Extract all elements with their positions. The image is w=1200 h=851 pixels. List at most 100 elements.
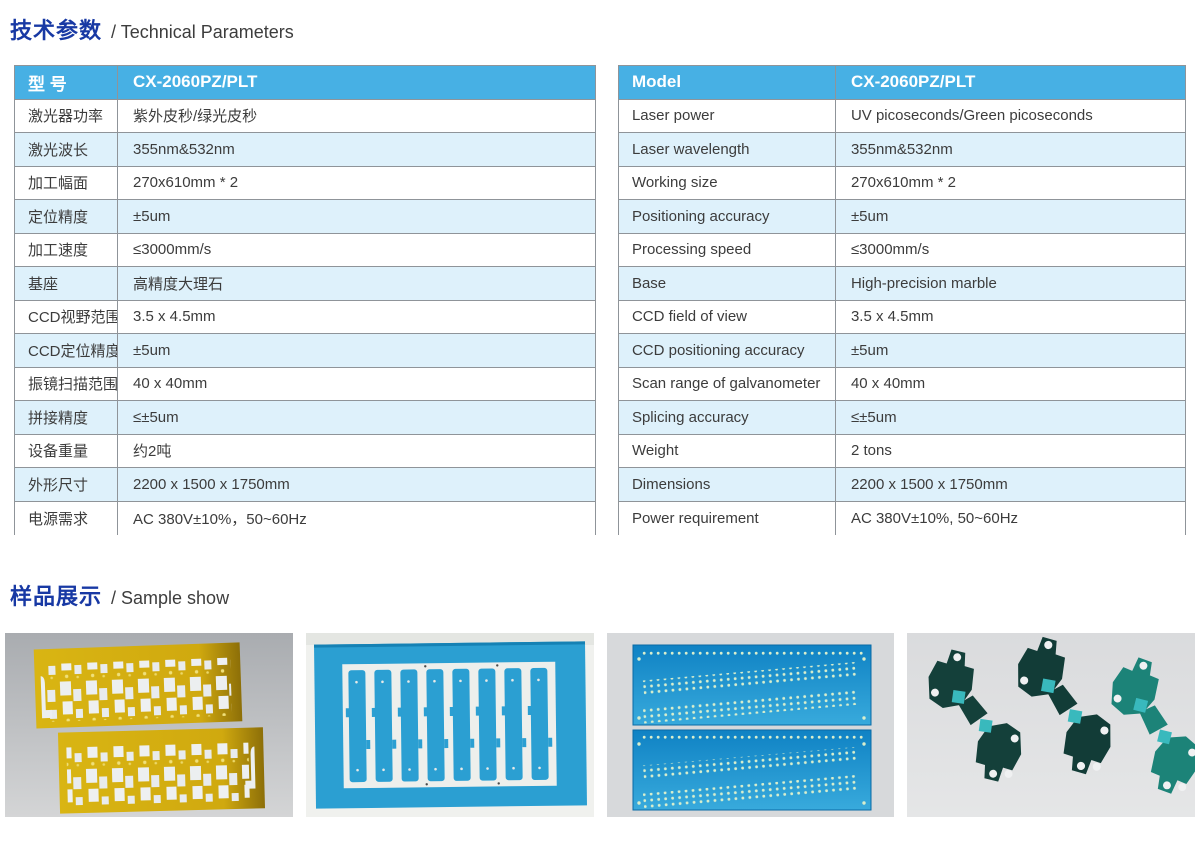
param-value: ≤±5um — [834, 400, 1187, 435]
param-label: 激光器功率 — [14, 98, 118, 133]
table-row: Working size 270x610mm * 2 — [617, 165, 1187, 200]
table-row: 基座 高精度大理石 — [14, 266, 596, 301]
table-header-row: 型 号 CX-2060PZ/PLT — [14, 65, 596, 100]
param-label: Scan range of galvanometer — [617, 366, 836, 401]
tech-heading-zh: 技术参数 — [10, 18, 103, 43]
param-label: CCD定位精度 — [14, 333, 118, 368]
table-row: 激光波长 355nm&532nm — [14, 132, 596, 167]
table-row: CCD视野范围 3.5 x 4.5mm — [14, 299, 596, 334]
param-label: 拼接精度 — [14, 400, 118, 435]
model-header-label: Model — [617, 65, 836, 100]
table-row: 电源需求 AC 380V±10%，50~60Hz — [14, 500, 596, 535]
table-row: Scan range of galvanometer 40 x 40mm — [617, 366, 1187, 401]
param-value: 紫外皮秒/绿光皮秒 — [117, 98, 596, 133]
model-header-value: CX-2060PZ/PLT — [117, 65, 596, 100]
param-value: 355nm&532nm — [834, 132, 1187, 167]
yellow-flex-strips-image — [5, 632, 293, 817]
tech-parameters-heading: 技术参数 / Technical Parameters — [0, 13, 1200, 45]
table-row: Positioning accuracy ±5um — [617, 199, 1187, 234]
table-row: Laser wavelength 355nm&532nm — [617, 132, 1187, 167]
param-label: Laser power — [617, 98, 836, 133]
spec-table-english: Model CX-2060PZ/PLT Laser power UV picose… — [617, 65, 1187, 535]
param-value: 40 x 40mm — [117, 366, 596, 401]
table-row: 设备重量 约2吨 — [14, 433, 596, 468]
param-label: Dimensions — [617, 467, 836, 502]
table-row: Weight 2 tons — [617, 433, 1187, 468]
sample-photo-blue-drilled-panels — [606, 632, 895, 817]
table-row: 定位精度 ±5um — [14, 199, 596, 234]
table-row: CCD field of view 3.5 x 4.5mm — [617, 299, 1187, 334]
table-row: 拼接精度 ≤±5um — [14, 400, 596, 435]
table-row: 振镜扫描范围 40 x 40mm — [14, 366, 596, 401]
table-row: 外形尺寸 2200 x 1500 x 1750mm — [14, 467, 596, 502]
sample-photo-blue-panel-cutouts — [305, 632, 594, 817]
param-label: Weight — [617, 433, 836, 468]
table-row: Laser power UV picoseconds/Green picoseco… — [617, 98, 1187, 133]
param-label: Processing speed — [617, 232, 836, 267]
table-row: 加工速度 ≤3000mm/s — [14, 232, 596, 267]
param-label: Laser wavelength — [617, 132, 836, 167]
param-value: ≤±5um — [117, 400, 596, 435]
table-row: 加工幅面 270x610mm * 2 — [14, 165, 596, 200]
param-label: 定位精度 — [14, 199, 118, 234]
table-row: Splicing accuracy ≤±5um — [617, 400, 1187, 435]
model-header-label: 型 号 — [14, 65, 118, 100]
param-label: 加工幅面 — [14, 165, 118, 200]
param-value: UV picoseconds/Green picoseconds — [834, 98, 1187, 133]
param-label: 基座 — [14, 266, 118, 301]
param-label: CCD视野范围 — [14, 299, 118, 334]
param-label: 激光波长 — [14, 132, 118, 167]
sample-gallery — [0, 632, 1200, 817]
spec-tables: 型 号 CX-2060PZ/PLT 激光器功率 紫外皮秒/绿光皮秒 激光波长 355n… — [0, 65, 1200, 535]
param-label: CCD field of view — [617, 299, 836, 334]
param-label: CCD positioning accuracy — [617, 333, 836, 368]
param-value: 3.5 x 4.5mm — [834, 299, 1187, 334]
table-header-row: Model CX-2060PZ/PLT — [617, 65, 1187, 100]
param-value: 2200 x 1500 x 1750mm — [834, 467, 1187, 502]
param-value: 40 x 40mm — [834, 366, 1187, 401]
param-value: 约2吨 — [117, 433, 596, 468]
param-value: AC 380V±10%, 50~60Hz — [834, 500, 1187, 535]
param-value: ±5um — [117, 199, 596, 234]
param-label: Working size — [617, 165, 836, 200]
param-value: ≤3000mm/s — [834, 232, 1187, 267]
table-row: Processing speed ≤3000mm/s — [617, 232, 1187, 267]
param-value: 270x610mm * 2 — [117, 165, 596, 200]
param-value: 270x610mm * 2 — [834, 165, 1187, 200]
param-label: Base — [617, 266, 836, 301]
param-label: 加工速度 — [14, 232, 118, 267]
param-value: 2200 x 1500 x 1750mm — [117, 467, 596, 502]
param-value: 3.5 x 4.5mm — [117, 299, 596, 334]
param-value: ±5um — [834, 333, 1187, 368]
sample-show-heading: 样品展示 / Sample show — [0, 579, 1200, 611]
param-value: 355nm&532nm — [117, 132, 596, 167]
sample-photo-dark-teal-shapes — [907, 632, 1195, 817]
table-row: 激光器功率 紫外皮秒/绿光皮秒 — [14, 98, 596, 133]
param-label: 外形尺寸 — [14, 467, 118, 502]
param-value: High-precision marble — [834, 266, 1187, 301]
table-row: Power requirement AC 380V±10%, 50~60Hz — [617, 500, 1187, 535]
param-value: 高精度大理石 — [117, 266, 596, 301]
sample-heading-zh: 样品展示 — [10, 583, 103, 609]
param-label: Positioning accuracy — [617, 199, 836, 234]
param-value: ±5um — [117, 333, 596, 368]
spec-table-chinese: 型 号 CX-2060PZ/PLT 激光器功率 紫外皮秒/绿光皮秒 激光波长 355n… — [14, 65, 596, 535]
tech-heading-en: / Technical Parameters — [111, 22, 294, 42]
param-value: AC 380V±10%，50~60Hz — [117, 500, 596, 535]
param-label: Power requirement — [617, 500, 836, 535]
table-row: CCD定位精度 ±5um — [14, 333, 596, 368]
param-label: Splicing accuracy — [617, 400, 836, 435]
table-row: Base High-precision marble — [617, 266, 1187, 301]
sample-heading-en: / Sample show — [111, 587, 230, 608]
param-label: 电源需求 — [14, 500, 118, 535]
param-value: 2 tons — [834, 433, 1187, 468]
dark-teal-shapes-image — [907, 632, 1195, 817]
param-value: ±5um — [834, 199, 1187, 234]
blue-drilled-panels-image — [606, 632, 895, 817]
param-label: 设备重量 — [14, 433, 118, 468]
param-value: ≤3000mm/s — [117, 232, 596, 267]
param-label: 振镜扫描范围 — [14, 366, 118, 401]
sample-photo-yellow-flex-strips — [5, 632, 293, 817]
table-row: CCD positioning accuracy ±5um — [617, 333, 1187, 368]
